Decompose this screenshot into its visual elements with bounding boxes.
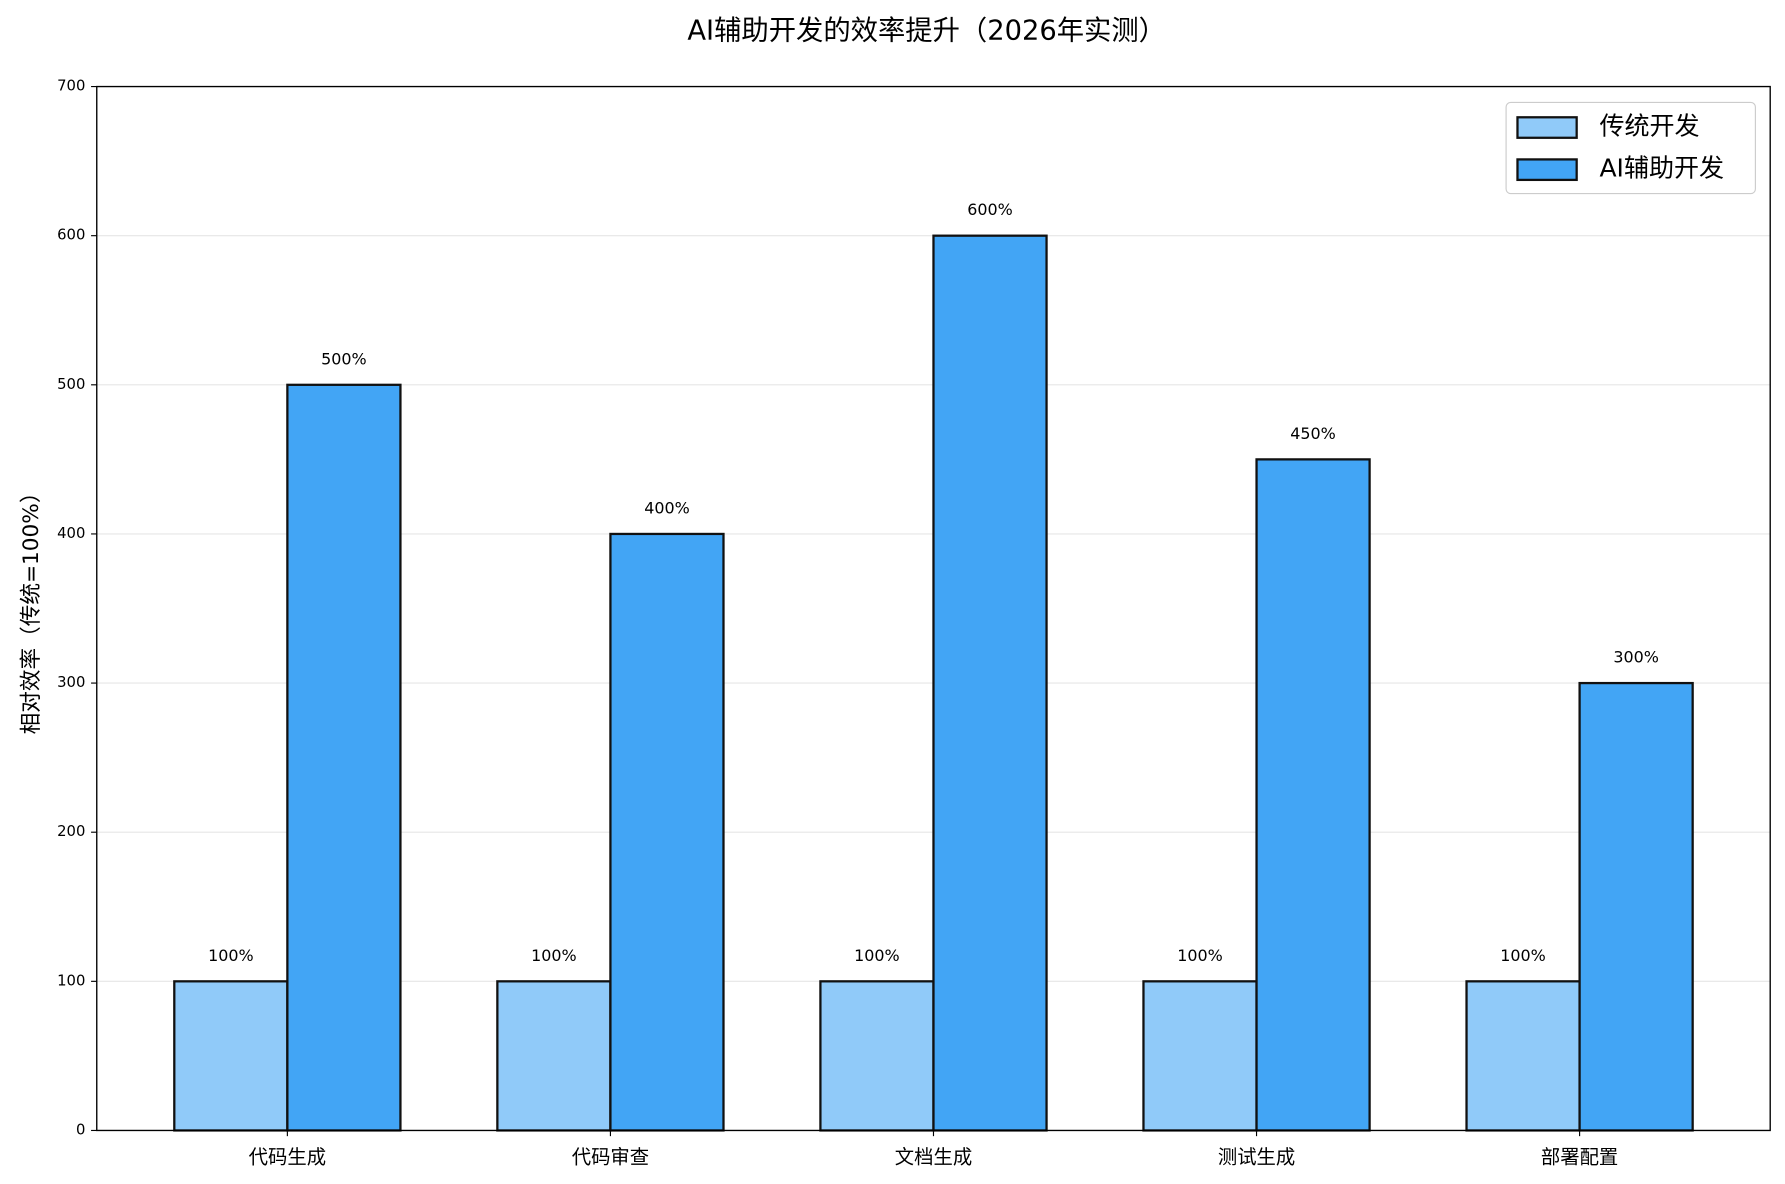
value-label: 100%	[1177, 946, 1223, 965]
bar	[1465, 980, 1581, 1132]
plot-frame	[96, 85, 1771, 1132]
value-label: 450%	[1290, 424, 1336, 443]
value-label: 500%	[321, 349, 367, 368]
value-label: 600%	[967, 200, 1013, 219]
bar	[173, 980, 289, 1132]
value-label: 100%	[854, 946, 900, 965]
value-label: 300%	[1613, 648, 1659, 667]
bar	[819, 980, 935, 1132]
bar	[1142, 980, 1258, 1132]
legend-swatch	[1516, 158, 1578, 182]
value-label: 400%	[644, 498, 690, 517]
x-tick-label: 测试生成	[1218, 1145, 1295, 1168]
value-label: 100%	[1500, 946, 1546, 965]
bar	[1578, 681, 1694, 1132]
x-tick-label: 文档生成	[895, 1145, 972, 1168]
y-tick-label: 200	[57, 823, 85, 840]
bar	[1255, 458, 1371, 1132]
y-axis-label: 相对效率（传统=100%）	[19, 482, 44, 735]
y-tick-label: 500	[57, 376, 85, 393]
x-tick-label: 部署配置	[1541, 1145, 1618, 1168]
legend-label: AI辅助开发	[1599, 154, 1724, 183]
y-tick-label: 400	[57, 525, 85, 542]
legend-swatch	[1516, 116, 1578, 139]
chart-title: AI辅助开发的效率提升（2026年实测）	[687, 15, 1166, 46]
x-tick-label: 代码审查	[572, 1145, 649, 1168]
bar	[286, 383, 402, 1132]
bar	[609, 532, 725, 1132]
value-label: 100%	[208, 946, 254, 965]
bar	[496, 980, 612, 1132]
x-tick-label: 代码生成	[249, 1145, 326, 1168]
y-tick-label: 700	[57, 78, 85, 95]
y-tick-label: 0	[76, 1121, 85, 1138]
value-label: 100%	[531, 946, 577, 965]
y-tick-label: 600	[57, 227, 85, 244]
bar	[932, 234, 1048, 1132]
legend-label: 传统开发	[1599, 112, 1699, 141]
y-tick-label: 100	[57, 972, 85, 989]
y-tick-label: 300	[57, 674, 85, 691]
